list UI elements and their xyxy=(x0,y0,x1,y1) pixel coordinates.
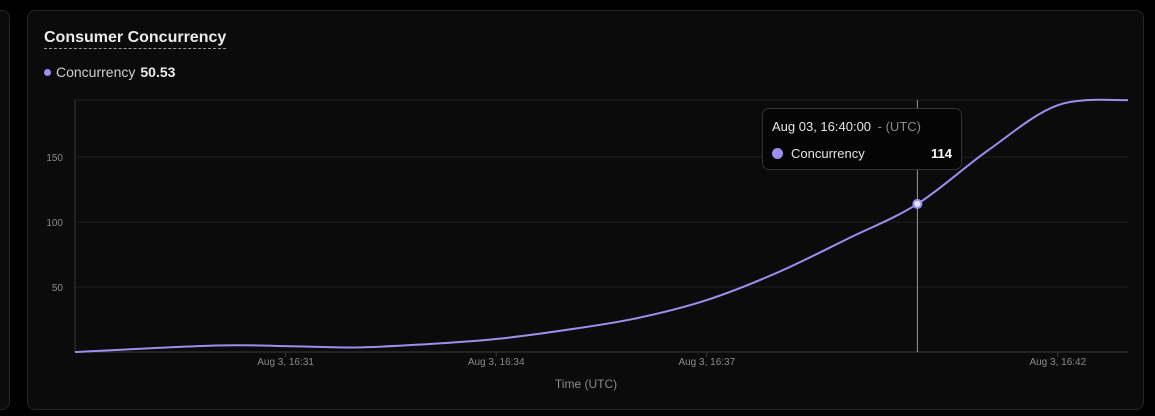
y-tick-label: 150 xyxy=(46,153,63,164)
grid-layer xyxy=(75,99,1128,288)
series-layer xyxy=(74,98,1129,353)
card-title[interactable]: Consumer Concurrency xyxy=(44,29,227,49)
legend-value: 50.53 xyxy=(140,64,176,80)
tooltip-value: 114 xyxy=(931,146,952,161)
tooltip-timezone: - (UTC) xyxy=(877,119,921,134)
x-tick-label: Aug 3, 16:34 xyxy=(468,357,525,368)
series-line-0 xyxy=(74,98,1129,353)
tooltip-series-dot xyxy=(772,148,783,159)
tooltip-time: Aug 03, 16:40:00 xyxy=(772,119,872,134)
chart-card: Consumer Concurrency Concurrency 50.53 xyxy=(27,10,1144,410)
x-tick-label: Aug 3, 16:37 xyxy=(678,357,735,368)
tooltip-series-name: Concurrency xyxy=(791,146,865,161)
x-tick-label: Aug 3, 16:42 xyxy=(1029,357,1086,368)
hover-point[interactable] xyxy=(912,198,923,209)
tooltip: Aug 03, 16:40:00 - (UTC) Concurrency 114 xyxy=(762,108,962,170)
legend: Concurrency 50.53 xyxy=(44,64,175,80)
axis-layer xyxy=(74,100,1128,353)
tick-layer: 50 100 150 Aug 3, 16:31 Aug 3, 16:34 Aug 3, 1… xyxy=(46,153,1086,368)
x-tick-label: Aug 3, 16:31 xyxy=(257,357,314,368)
legend-dot xyxy=(44,68,51,76)
y-tick-label: 100 xyxy=(46,218,63,229)
legend-series-name: Concurrency xyxy=(56,64,136,80)
y-tick-label: 50 xyxy=(52,283,64,294)
x-axis-label: Time (UTC) xyxy=(555,377,617,391)
